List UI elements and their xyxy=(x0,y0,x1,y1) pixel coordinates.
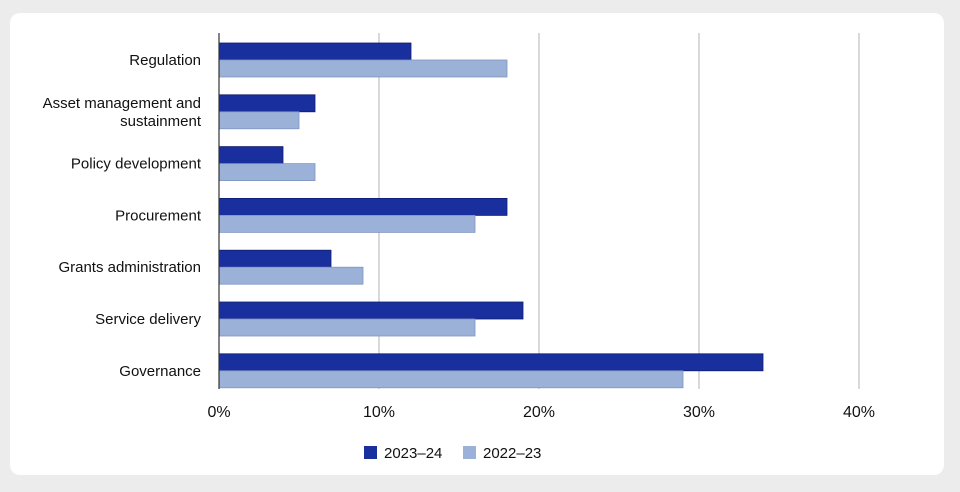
bar-series-1 xyxy=(218,249,332,268)
bar-series-1 xyxy=(218,146,284,165)
x-tick-label: 30% xyxy=(683,404,715,421)
x-tick-label: 40% xyxy=(843,404,875,421)
category-label: Asset management and sustainment xyxy=(43,95,202,130)
bar-series-2 xyxy=(218,111,300,130)
category-label: Grants administration xyxy=(58,259,201,276)
bar-series-1 xyxy=(218,353,764,372)
category-label: Service delivery xyxy=(95,311,201,328)
legend-swatch xyxy=(463,446,476,459)
x-tick-label: 10% xyxy=(363,404,395,421)
bar-series-1 xyxy=(218,197,508,216)
x-tick-label: 20% xyxy=(523,404,555,421)
bar-series-1 xyxy=(218,42,412,61)
bar-series-1 xyxy=(218,301,524,320)
bar-series-2 xyxy=(218,59,508,78)
legend-label: 2023–24 xyxy=(384,445,442,462)
legend-label: 2022–23 xyxy=(483,445,541,462)
legend-swatch xyxy=(364,446,377,459)
bar-series-2 xyxy=(218,318,476,337)
bar-series-2 xyxy=(218,266,364,285)
bar-series-2 xyxy=(218,214,476,233)
bar-series-2 xyxy=(218,163,316,182)
bar-series-1 xyxy=(218,94,316,113)
chart-card xyxy=(10,13,944,475)
category-label: Governance xyxy=(119,363,201,380)
category-label: Policy development xyxy=(71,156,202,173)
category-label: Procurement xyxy=(115,207,202,224)
x-tick-label: 0% xyxy=(207,404,230,421)
category-label: Regulation xyxy=(129,52,201,69)
bar-series-2 xyxy=(218,370,684,389)
